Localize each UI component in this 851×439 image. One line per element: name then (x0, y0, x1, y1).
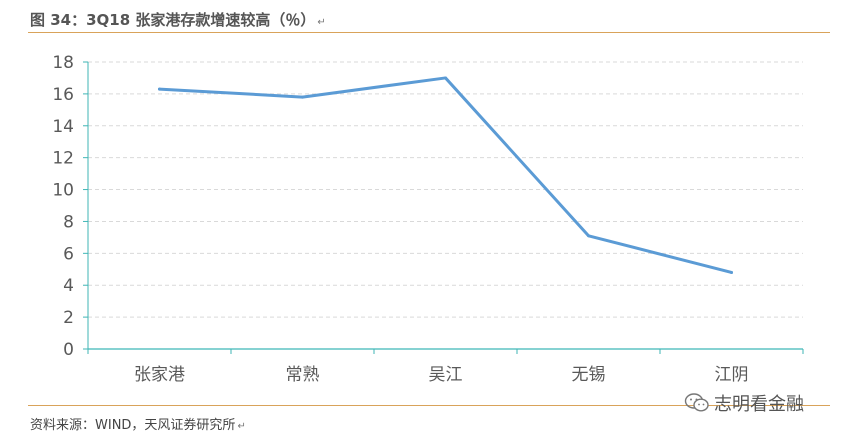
y-tick-label: 10 (52, 181, 74, 201)
x-tick-label: 张家港 (134, 365, 185, 385)
source-note: 资料来源：WIND，天风证券研究所 ↵ (30, 414, 246, 433)
wechat-icon (684, 393, 709, 412)
watermark-text: 志明看金融 (714, 394, 804, 415)
source-text: 资料来源：WIND，天风证券研究所 (30, 418, 236, 433)
series-line (158, 76, 733, 274)
x-tick-label: 江阴 (715, 365, 749, 385)
paragraph-mark-icon: ↵ (317, 17, 326, 28)
watermark: 志明看金融 (684, 388, 804, 418)
y-tick-label: 14 (52, 117, 74, 137)
data-point (158, 87, 161, 91)
x-tick-label: 无锡 (572, 365, 606, 385)
data-point (587, 234, 590, 238)
y-tick-label: 12 (52, 149, 74, 169)
x-tick-label: 常熟 (286, 364, 320, 385)
y-tick-label: 4 (63, 276, 74, 296)
y-tick-label: 6 (63, 244, 74, 264)
chart-title-text: 图 34：3Q18 张家港存款增速较高（％） (30, 11, 316, 29)
source-bar: 资料来源：WIND，天风证券研究所 ↵ (28, 405, 830, 433)
title-bar: 图 34：3Q18 张家港存款增速较高（％） ↵ (28, 6, 830, 33)
y-tick-label: 0 (63, 340, 74, 360)
chart-title: 图 34：3Q18 张家港存款增速较高（％） ↵ (30, 9, 326, 30)
y-tick-label: 8 (63, 212, 74, 232)
y-tick-label: 18 (52, 53, 74, 73)
y-tick-label: 2 (63, 308, 74, 328)
data-point (444, 76, 447, 80)
paragraph-mark-icon: ↵ (237, 421, 246, 432)
x-tick-label: 吴江 (429, 365, 463, 385)
data-point (301, 95, 304, 99)
data-point (730, 270, 733, 274)
y-tick-label: 16 (52, 85, 74, 105)
